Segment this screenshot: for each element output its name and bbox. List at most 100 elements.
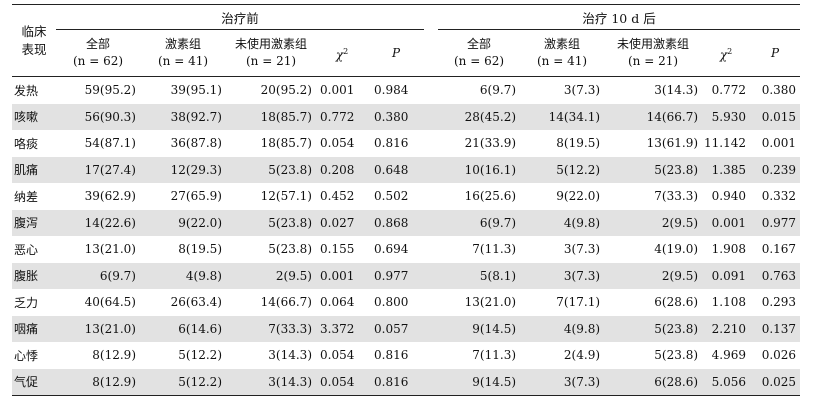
cell-gutter (424, 183, 438, 210)
cell-after-all: 13(21.0) (464, 295, 517, 310)
row-label: 恶心 (14, 242, 39, 257)
cell-before-nohormone: 5(23.8) (226, 209, 316, 236)
cell-after-all: 21(33.9) (464, 136, 517, 151)
clinical-table-container: 临床 表现 治疗前 治疗 10 d 后 全部 (n = 62) 激素组 (n =… (12, 4, 801, 396)
cell-after-hormone: 2(4.9) (563, 348, 601, 363)
row-label: 纳差 (14, 189, 39, 204)
cell-before-all: 39(62.9) (84, 189, 136, 204)
cell-after-p: 0.025 (750, 368, 801, 396)
cell-gutter (424, 368, 439, 396)
group-gutter (424, 4, 439, 30)
header-row-groups: 临床 表现 治疗前 治疗 10 d 后 (12, 4, 801, 77)
table-row: 纳差 39(62.9) 27(65.9) 12(57.1) 0.452 0.502 16(2… (12, 183, 800, 210)
cell-after-p: 0.167 (761, 242, 797, 257)
cell-after-p: 0.026 (761, 348, 797, 363)
cell-before-p: 0.816 (374, 348, 409, 363)
cell-after-chi: 0.772 (711, 83, 747, 98)
cell-after-chi: 0.940 (711, 189, 747, 204)
cell-after-nohormone: 3(14.3) (654, 83, 699, 98)
cell-after-nohormone: 2(9.5) (604, 209, 703, 236)
group-header-before: 治疗前 (56, 4, 425, 30)
col-chi-sup: 2 (343, 46, 349, 56)
cell-after-chi: 1.108 (711, 295, 747, 310)
cell-gutter (424, 156, 439, 183)
cell-after-p: 0.293 (761, 295, 797, 310)
cell-after-p: 0.763 (750, 262, 801, 289)
cell-before-chi: 3.372 (316, 315, 368, 342)
cell-before-chi: 0.001 (320, 83, 355, 98)
cell-after-all: 7(11.3) (472, 242, 517, 257)
cell-before-chi: 0.027 (316, 209, 368, 236)
cell-before-p: 0.868 (368, 209, 425, 236)
cell-after-p: 0.332 (761, 189, 797, 204)
cell-after-chi: 2.210 (702, 315, 751, 342)
row-label: 发热 (14, 83, 39, 98)
cell-before-nohormone: 5(23.8) (268, 242, 312, 257)
cell-after-hormone: 3(7.3) (520, 262, 605, 289)
cell-before-all: 17(27.4) (56, 156, 140, 183)
cell-before-hormone: 5(12.2) (140, 368, 226, 396)
cell-before-chi: 0.772 (316, 103, 368, 130)
cell-after-hormone: 14(34.1) (520, 103, 605, 130)
cell-before-chi: 0.054 (316, 368, 368, 396)
cell-after-all: 5(8.1) (438, 262, 521, 289)
cell-after-chi: 1.908 (711, 242, 747, 257)
cell-after-all: 6(9.7) (479, 83, 517, 98)
row-label: 咽痛 (12, 315, 56, 342)
cell-after-hormone: 3(7.3) (563, 242, 601, 257)
table-row: 肌痛 17(27.4) 12(29.3) 5(23.8) 0.208 0.648 10(16… (12, 156, 801, 183)
col-chi-label: χ (719, 47, 728, 62)
cell-after-all: 28(45.2) (438, 103, 521, 130)
col-header-before-nohormone: 未使用激素组 (n = 21) (226, 29, 316, 77)
col-hormone-n: (n = 41) (536, 54, 588, 68)
cell-after-all: 10(16.1) (438, 156, 521, 183)
cell-before-chi: 0.001 (316, 262, 368, 289)
cell-after-nohormone: 4(19.0) (654, 242, 699, 257)
cell-after-hormone: 8(19.5) (556, 136, 601, 151)
cell-after-p: 0.001 (761, 136, 797, 151)
cell-before-p: 0.648 (368, 156, 425, 183)
cell-before-nohormone: 12(57.1) (260, 189, 312, 204)
table-row: 腹胀 6(9.7) 4(9.8) 2(9.5) 0.001 0.977 5(8.1) 3(7.… (12, 262, 801, 289)
cell-after-p: 0.137 (750, 315, 801, 342)
cell-before-chi: 0.054 (320, 136, 355, 151)
col-all-n: (n = 62) (72, 54, 124, 68)
clinical-manifestation-table: 临床 表现 治疗前 治疗 10 d 后 全部 (n = 62) 激素组 (n =… (12, 4, 801, 396)
cell-before-hormone: 4(9.8) (140, 262, 226, 289)
cell-gutter (424, 342, 438, 369)
row-label: 乏力 (14, 295, 39, 310)
cell-after-nohormone: 14(66.7) (604, 103, 703, 130)
cell-before-chi: 0.054 (320, 348, 355, 363)
cell-after-hormone: 5(12.2) (520, 156, 605, 183)
cell-before-all: 14(22.6) (56, 209, 140, 236)
cell-after-nohormone: 2(9.5) (604, 262, 703, 289)
col-hormone-label: 激素组 (164, 37, 201, 51)
col-hormone-label: 激素组 (544, 37, 581, 51)
cell-after-p: 0.015 (750, 103, 801, 130)
cell-after-chi: 11.142 (704, 136, 747, 151)
cell-after-p: 0.380 (761, 83, 797, 98)
cell-after-hormone: 9(22.0) (556, 189, 601, 204)
cell-after-nohormone: 6(28.6) (604, 368, 703, 396)
cell-before-hormone: 5(12.2) (178, 348, 222, 363)
cell-after-chi: 0.091 (702, 262, 751, 289)
table-row: 乏力 40(64.5) 26(63.4) 14(66.7) 0.064 0.800 13(2… (12, 289, 800, 316)
table-row: 气促 8(12.9) 5(12.2) 3(14.3) 0.054 0.816 9(14.5)… (12, 368, 801, 396)
row-label: 腹胀 (12, 262, 56, 289)
cell-after-nohormone: 5(23.8) (604, 315, 703, 342)
cell-before-hormone: 39(95.1) (170, 83, 222, 98)
row-label-line1: 临床 (21, 23, 47, 39)
cell-before-hormone: 36(87.8) (170, 136, 222, 151)
table-row: 发热 59(95.2) 39(95.1) 20(95.2) 0.001 0.984 6(9.… (12, 77, 800, 104)
cell-before-p: 0.800 (374, 295, 409, 310)
cell-gutter (424, 130, 438, 157)
table-row: 咳嗽 56(90.3) 38(92.7) 18(85.7) 0.772 0.380 28(4… (12, 103, 801, 130)
cell-after-nohormone: 6(28.6) (654, 295, 699, 310)
cell-before-p: 0.380 (368, 103, 425, 130)
col-p-label: P (391, 45, 401, 60)
cell-before-all: 40(64.5) (84, 295, 136, 310)
cell-before-nohormone: 3(14.3) (268, 348, 312, 363)
cell-before-nohormone: 7(33.3) (226, 315, 316, 342)
table-row: 心悸 8(12.9) 5(12.2) 3(14.3) 0.054 0.816 7(11.3)… (12, 342, 800, 369)
cell-before-hormone: 6(14.6) (140, 315, 226, 342)
